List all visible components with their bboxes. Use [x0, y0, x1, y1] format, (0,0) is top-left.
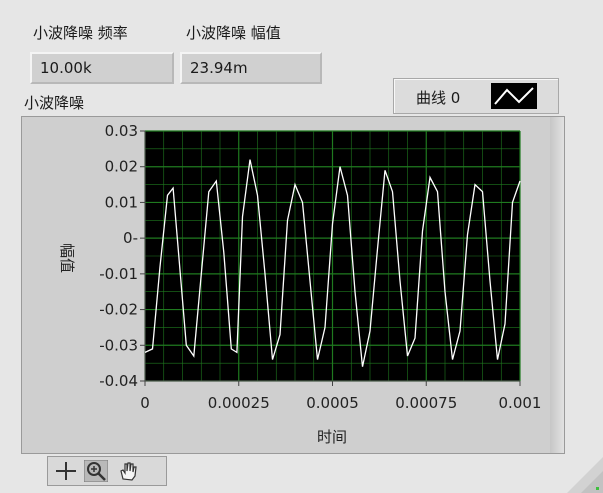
graph-title: 小波降噪: [24, 94, 85, 112]
y-tick-label: 0.02: [105, 158, 138, 176]
series-trace: [144, 159, 521, 367]
x-tick-label: 0.0005: [306, 394, 359, 412]
y-tick-label: 0.03: [105, 122, 138, 140]
line-style-icon: [494, 87, 534, 105]
y-tick-label: -0.01: [99, 265, 138, 283]
resize-grip-icon[interactable]: [563, 453, 603, 493]
y-tick-label: 0-: [123, 229, 138, 247]
x-axis-label: 时间: [317, 428, 347, 446]
legend-swatch[interactable]: [491, 83, 537, 109]
y-tick-label: -0.03: [99, 336, 138, 354]
amplitude-value-display[interactable]: 23.94m: [180, 52, 322, 84]
frequency-value-display[interactable]: 10.00k: [30, 52, 174, 84]
cursor-crosshair-icon[interactable]: [54, 460, 78, 482]
pan-hand-icon[interactable]: [116, 460, 140, 482]
y-axis-label: 幅值: [58, 243, 76, 273]
y-tick-label: 0.01: [105, 193, 138, 211]
plot-axes: [140, 130, 521, 386]
frequency-label: 小波降噪 频率: [33, 24, 128, 42]
x-tick-label: 0.00025: [208, 394, 270, 412]
x-tick-label: 0.001: [499, 394, 542, 412]
y-tick-label: -0.04: [99, 372, 138, 390]
y-tick-label: -0.02: [99, 301, 138, 319]
x-tick-label: 0: [140, 394, 150, 412]
amplitude-label: 小波降噪 幅值: [186, 24, 281, 42]
legend-label: 曲线 0: [416, 89, 461, 107]
x-tick-label: 0.00075: [395, 394, 457, 412]
graph-tool-palette: [47, 456, 167, 486]
tick-labels: 0.03 0.02 0.01 0- -0.01 -0.02 -0.03 -0.040 0.000…: [99, 122, 541, 412]
zoom-icon[interactable]: [84, 460, 108, 482]
plot-grid: [144, 130, 521, 382]
plot-legend[interactable]: 曲线 0: [393, 78, 559, 114]
